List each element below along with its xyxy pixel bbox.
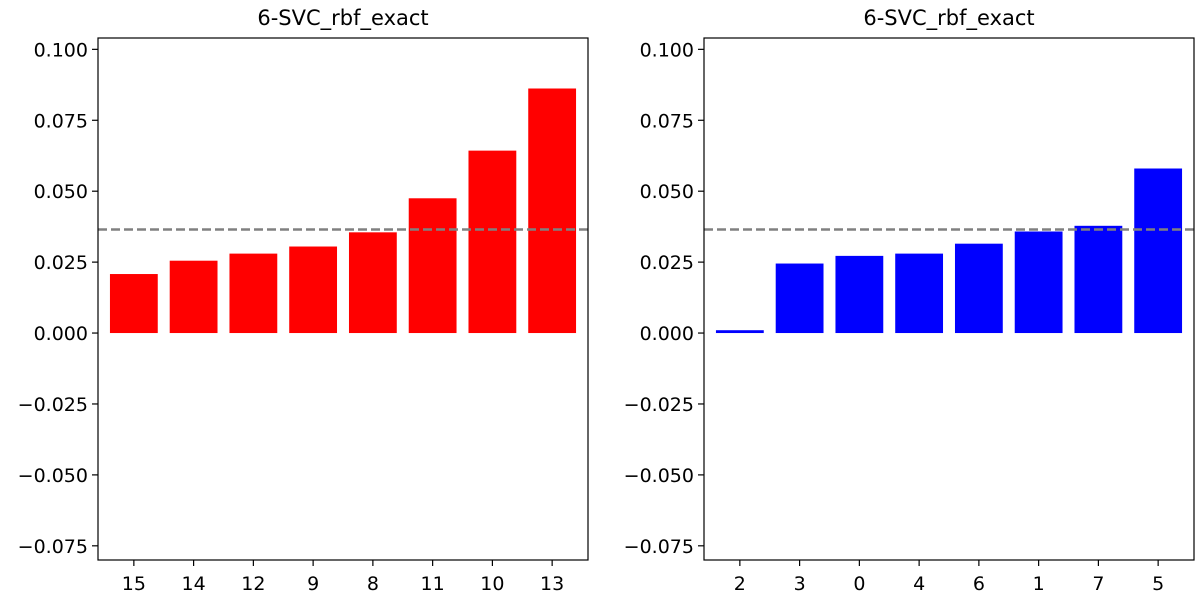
bar xyxy=(954,243,1003,334)
y-tick-label: 0.025 xyxy=(640,252,694,274)
y-tick-label: 0.075 xyxy=(640,110,694,132)
axes-frame xyxy=(97,37,589,561)
y-tick-label: −0.075 xyxy=(18,536,88,558)
bar xyxy=(1074,225,1123,334)
y-tick-label: −0.025 xyxy=(624,394,694,416)
bar xyxy=(109,274,158,334)
bar xyxy=(1134,168,1183,334)
x-tick-label: 10 xyxy=(480,573,504,595)
bar xyxy=(895,253,944,334)
y-tick-label: −0.075 xyxy=(624,536,694,558)
y-tick-label: −0.050 xyxy=(624,465,694,487)
x-tick-label: 14 xyxy=(182,573,206,595)
y-tick-label: −0.025 xyxy=(18,394,88,416)
x-tick-label: 4 xyxy=(913,573,925,595)
bar xyxy=(468,150,517,334)
x-tick-label: 6 xyxy=(973,573,985,595)
chart-panel-2: 6-SVC_rbf_exact −0.075 −0.050 −0.025 0.000 0.… xyxy=(624,6,1195,595)
x-tick-label: 1 xyxy=(1033,573,1045,595)
bar xyxy=(289,246,338,334)
bar xyxy=(348,232,397,334)
bar xyxy=(835,255,884,334)
x-tick-label: 0 xyxy=(853,573,865,595)
x-tick-label: 3 xyxy=(794,573,806,595)
bar xyxy=(408,198,457,334)
chart-title: 6-SVC_rbf_exact xyxy=(257,6,428,31)
axes-frame xyxy=(703,37,1195,561)
y-tick-label: 0.000 xyxy=(34,323,88,345)
bar xyxy=(1014,231,1063,334)
chart-panel-1: 6-SVC_rbf_exact −0.075 −0.050 −0.025 0.000 0.… xyxy=(18,6,589,595)
x-tick-label: 2 xyxy=(734,573,746,595)
x-tick-label: 5 xyxy=(1152,573,1164,595)
x-tick-label: 13 xyxy=(540,573,564,595)
bar xyxy=(169,260,218,334)
y-tick-label: 0.075 xyxy=(34,110,88,132)
x-tick-label: 12 xyxy=(241,573,265,595)
y-tick-label: 0.050 xyxy=(34,181,88,203)
bar xyxy=(715,330,764,334)
x-tick-label: 11 xyxy=(421,573,445,595)
x-tick-label: 7 xyxy=(1092,573,1104,595)
y-tick-label: 0.100 xyxy=(640,39,694,61)
bar xyxy=(229,253,278,334)
y-tick-label: 0.100 xyxy=(34,39,88,61)
y-tick-label: 0.050 xyxy=(640,181,694,203)
x-tick-label: 9 xyxy=(307,573,319,595)
chart-title: 6-SVC_rbf_exact xyxy=(863,6,1034,31)
bar xyxy=(775,263,824,334)
bar xyxy=(528,88,577,334)
x-tick-label: 15 xyxy=(122,573,146,595)
y-tick-label: −0.050 xyxy=(18,465,88,487)
y-tick-label: 0.000 xyxy=(640,323,694,345)
x-tick-label: 8 xyxy=(367,573,379,595)
y-tick-label: 0.025 xyxy=(34,252,88,274)
